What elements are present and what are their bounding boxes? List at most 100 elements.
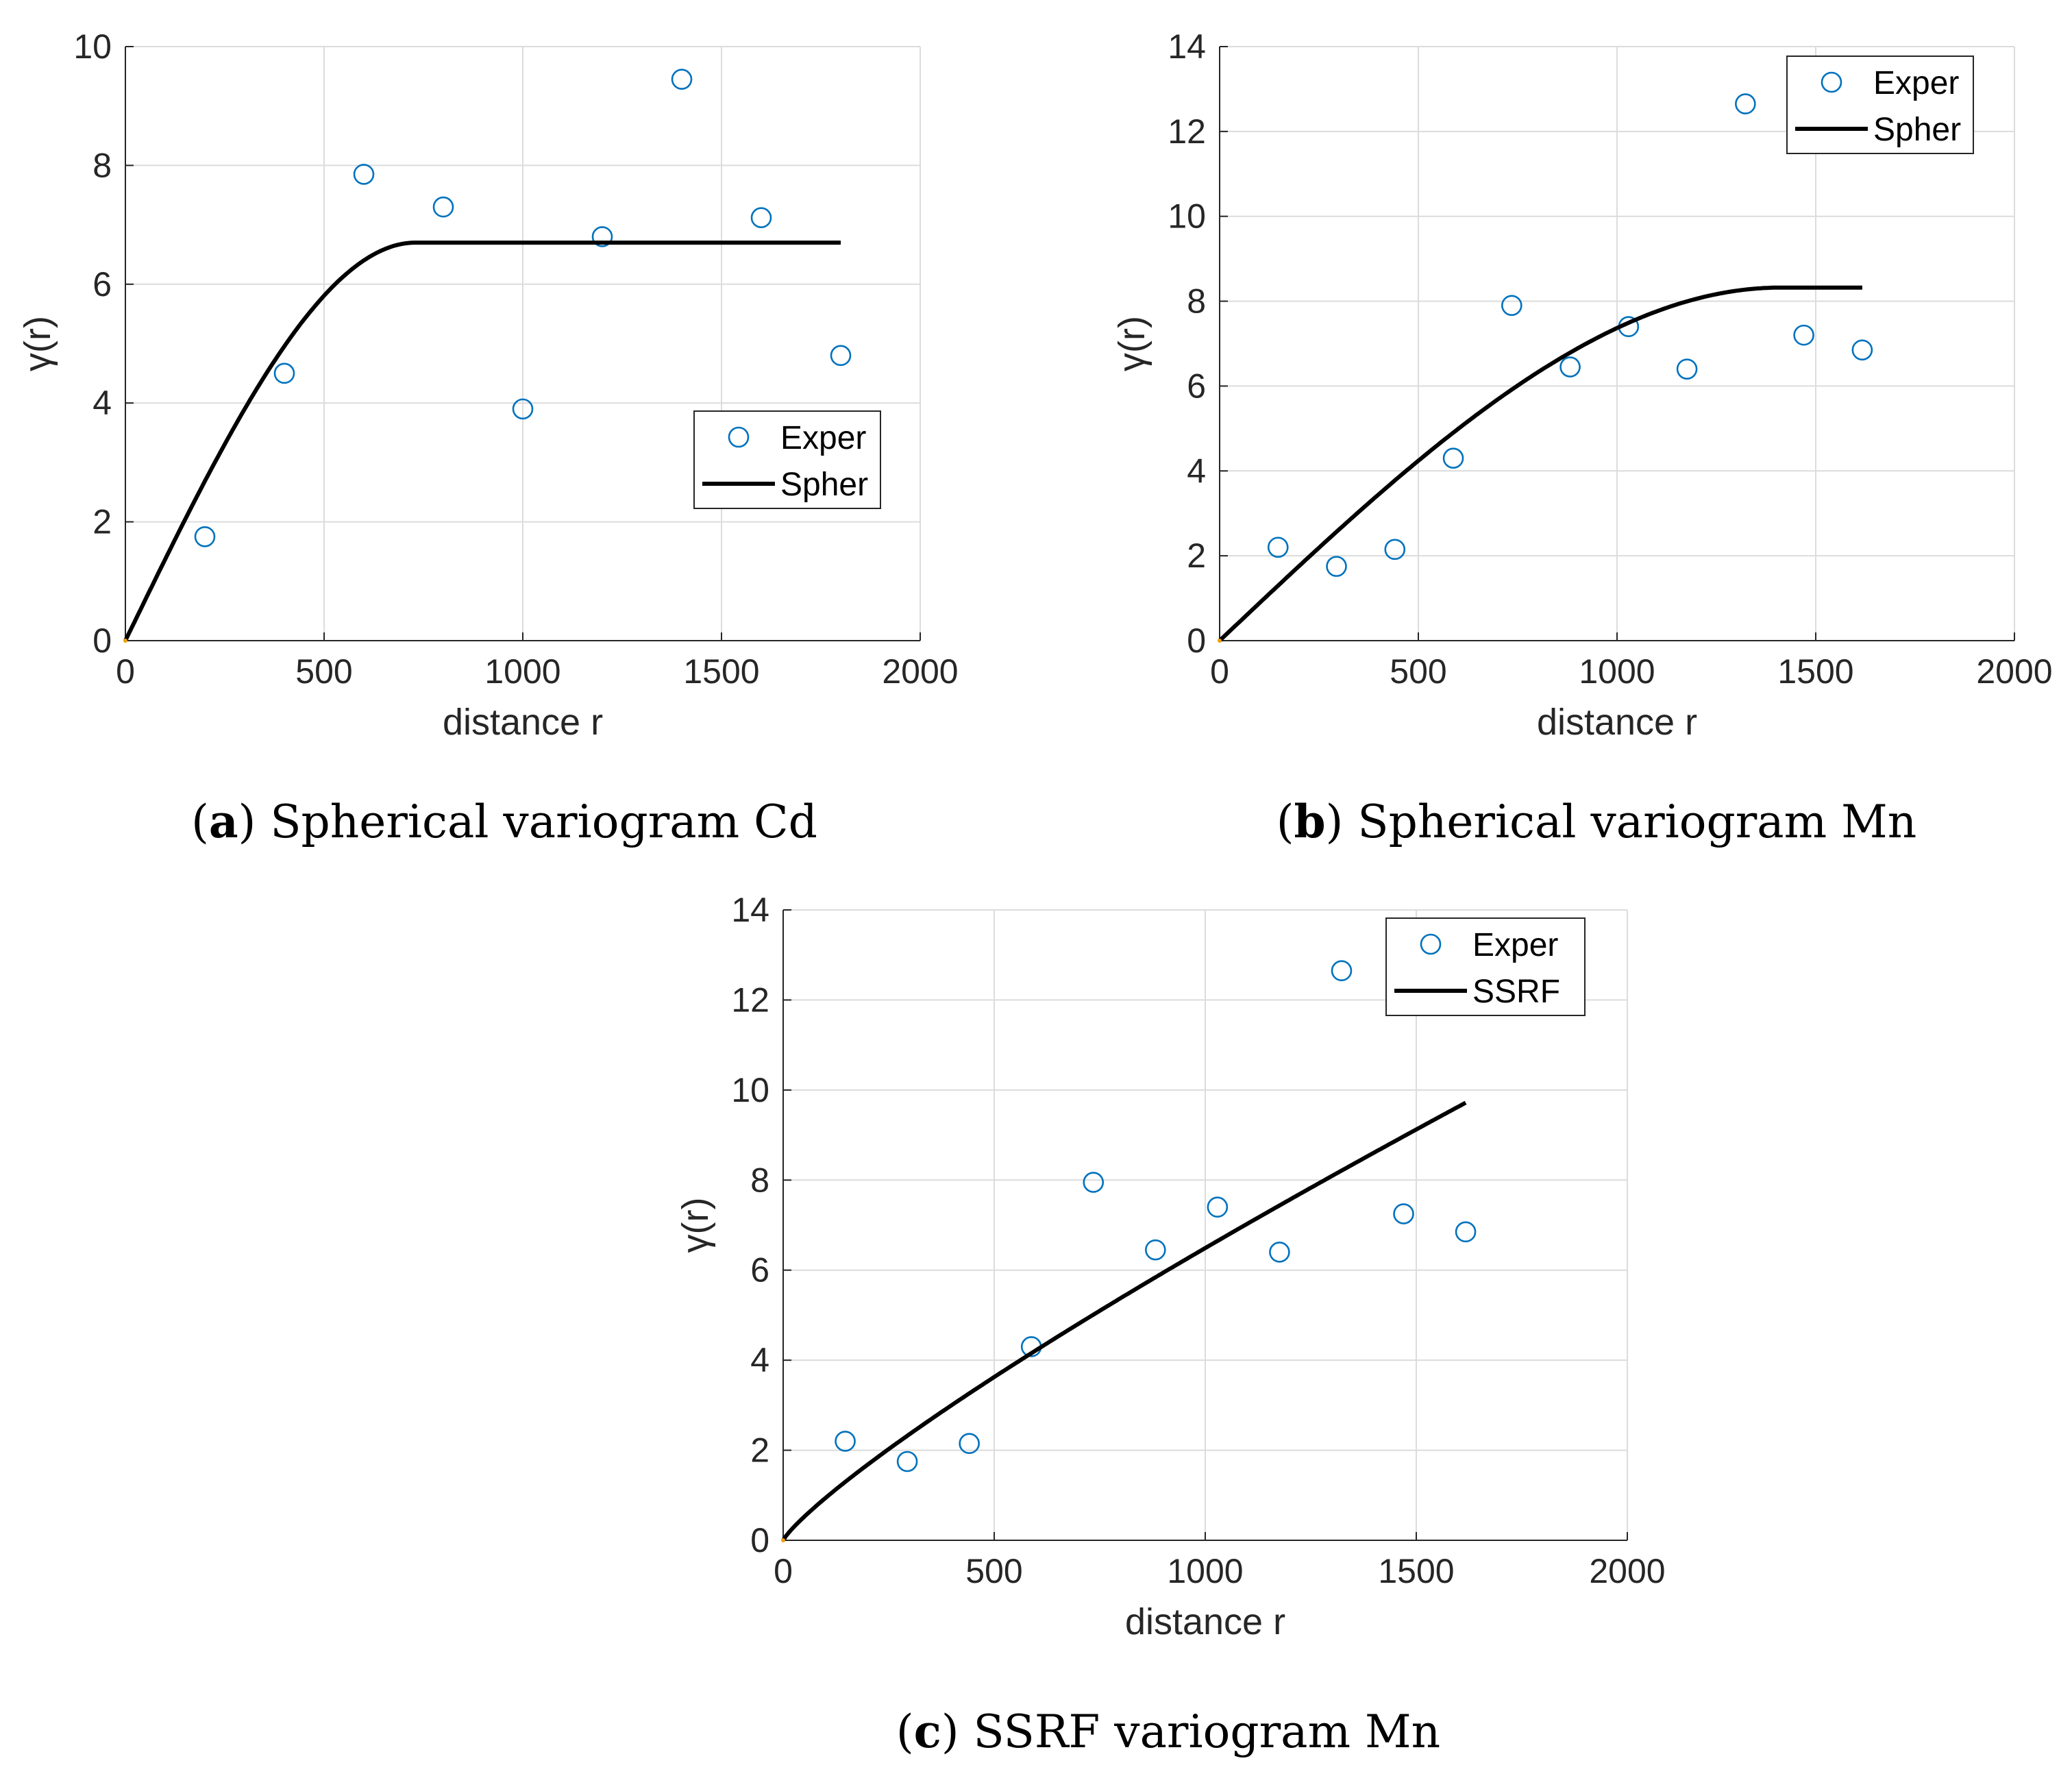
y-tick-label: 2 bbox=[92, 503, 112, 541]
x-tick-label: 0 bbox=[774, 1552, 793, 1590]
y-axis-label: γ(r) bbox=[675, 1198, 716, 1253]
data-point bbox=[512, 398, 534, 420]
data-point bbox=[1676, 358, 1698, 380]
legend-label: SSRF bbox=[1472, 974, 1560, 1010]
series-line-spher bbox=[123, 241, 841, 642]
y-tick-label: 12 bbox=[1168, 112, 1206, 151]
data-point bbox=[1793, 324, 1814, 346]
caption-letter: b bbox=[1294, 795, 1326, 848]
x-axis-label: distance r bbox=[1125, 1601, 1285, 1642]
y-tick-label: 0 bbox=[92, 621, 112, 660]
chart-panel-a: 0 500 1000 1500 2000 0 2 4 6 8 10 distance r γ(r) Exp… bbox=[17, 27, 959, 743]
x-tick-label: 1000 bbox=[1579, 652, 1655, 691]
data-point bbox=[835, 1431, 856, 1452]
y-axis-label: γ(r) bbox=[1111, 316, 1152, 371]
data-point bbox=[1442, 447, 1464, 469]
y-tick-label: 8 bbox=[92, 146, 112, 184]
legend-box bbox=[1786, 56, 1974, 154]
x-axis-label: distance r bbox=[443, 702, 603, 743]
legend-box bbox=[693, 410, 881, 509]
caption-text: Spherical variogram Cd bbox=[270, 796, 817, 848]
data-point bbox=[671, 69, 693, 90]
series-line-spher bbox=[1218, 285, 1862, 643]
x-tick-label: 1000 bbox=[484, 652, 560, 691]
x-axis-label: distance r bbox=[1537, 702, 1697, 743]
legend-marker bbox=[1821, 71, 1842, 93]
legend-label: Exper bbox=[780, 420, 866, 456]
data-point bbox=[1851, 339, 1873, 361]
origin-marker bbox=[123, 639, 127, 643]
y-tick-label: 8 bbox=[750, 1161, 769, 1199]
data-point bbox=[959, 1433, 980, 1455]
x-tick-label: 0 bbox=[1210, 652, 1229, 691]
y-tick-label: 4 bbox=[750, 1341, 769, 1379]
y-tick-label: 6 bbox=[750, 1251, 769, 1290]
y-tick-label: 12 bbox=[731, 981, 769, 1019]
data-point bbox=[1267, 536, 1289, 558]
x-tick-label: 1000 bbox=[1167, 1552, 1243, 1590]
y-tick-label: 2 bbox=[1187, 536, 1206, 575]
series-line-ssrf bbox=[781, 1100, 1467, 1542]
y-tick-label: 0 bbox=[1187, 621, 1206, 660]
caption-a: (a) Spherical variogram Cd bbox=[191, 795, 817, 848]
caption-letter: a bbox=[208, 795, 238, 848]
y-tick-label: 6 bbox=[1187, 367, 1206, 405]
y-tick-label: 10 bbox=[73, 27, 112, 66]
data-point bbox=[1384, 539, 1406, 560]
x-tick-label: 1500 bbox=[1777, 652, 1853, 691]
data-point bbox=[896, 1451, 918, 1472]
data-point bbox=[1269, 1242, 1290, 1263]
y-tick-label: 2 bbox=[750, 1431, 769, 1470]
origin-marker bbox=[781, 1538, 785, 1542]
data-point bbox=[830, 345, 852, 367]
x-tick-label: 2000 bbox=[1976, 652, 2052, 691]
x-tick-label: 500 bbox=[295, 652, 352, 691]
data-point bbox=[1145, 1239, 1166, 1261]
data-point bbox=[591, 226, 613, 247]
data-point bbox=[432, 196, 454, 218]
data-point bbox=[273, 362, 295, 384]
x-tick-label: 500 bbox=[1390, 652, 1446, 691]
caption-c: (c) SSRF variogram Mn bbox=[896, 1705, 1441, 1758]
caption-text: Spherical variogram Mn bbox=[1357, 796, 1917, 848]
data-point bbox=[1501, 295, 1522, 317]
x-tick-label: 2000 bbox=[1589, 1552, 1665, 1590]
x-tick-label: 2000 bbox=[882, 652, 958, 691]
chart-panel-c: 0 500 1000 1500 2000 0 2 4 6 8 10 12 14 distance r γ(r… bbox=[675, 891, 1666, 1642]
legend-label: Exper bbox=[1472, 927, 1558, 963]
caption-b: (b) Spherical variogram Mn bbox=[1276, 795, 1917, 848]
y-tick-label: 10 bbox=[731, 1071, 769, 1109]
y-tick-label: 0 bbox=[750, 1521, 769, 1559]
y-tick-label: 10 bbox=[1168, 197, 1206, 236]
data-point bbox=[1331, 960, 1353, 982]
y-tick-label: 4 bbox=[1187, 452, 1206, 490]
y-tick-label: 6 bbox=[92, 265, 112, 304]
legend-marker bbox=[1420, 933, 1442, 955]
data-point bbox=[1455, 1221, 1477, 1243]
y-tick-label: 4 bbox=[92, 384, 112, 422]
y-tick-label: 14 bbox=[1168, 27, 1206, 66]
y-tick-label: 14 bbox=[731, 891, 769, 929]
y-tick-label: 8 bbox=[1187, 282, 1206, 321]
caption-letter: c bbox=[913, 1705, 941, 1758]
legend-box bbox=[1385, 917, 1586, 1016]
data-point bbox=[750, 207, 772, 228]
x-tick-label: 1500 bbox=[683, 652, 759, 691]
legend-label: Exper bbox=[1873, 65, 1959, 101]
data-point bbox=[1083, 1172, 1105, 1193]
data-point bbox=[194, 526, 216, 547]
data-point bbox=[353, 164, 375, 185]
y-axis-label: γ(r) bbox=[17, 316, 58, 371]
legend-marker bbox=[728, 426, 750, 448]
chart-panel-b: 0 500 1000 1500 2000 0 2 4 6 8 10 12 14 distance r γ(r… bbox=[1111, 27, 2053, 743]
x-tick-label: 500 bbox=[965, 1552, 1022, 1590]
legend-label: Spher bbox=[1873, 112, 1961, 148]
data-point bbox=[1735, 93, 1756, 114]
data-point bbox=[1207, 1196, 1229, 1218]
x-tick-label: 0 bbox=[116, 652, 135, 691]
legend-label: Spher bbox=[780, 467, 868, 503]
data-point bbox=[1559, 356, 1581, 378]
origin-marker bbox=[1218, 639, 1222, 643]
data-point bbox=[1326, 556, 1347, 577]
